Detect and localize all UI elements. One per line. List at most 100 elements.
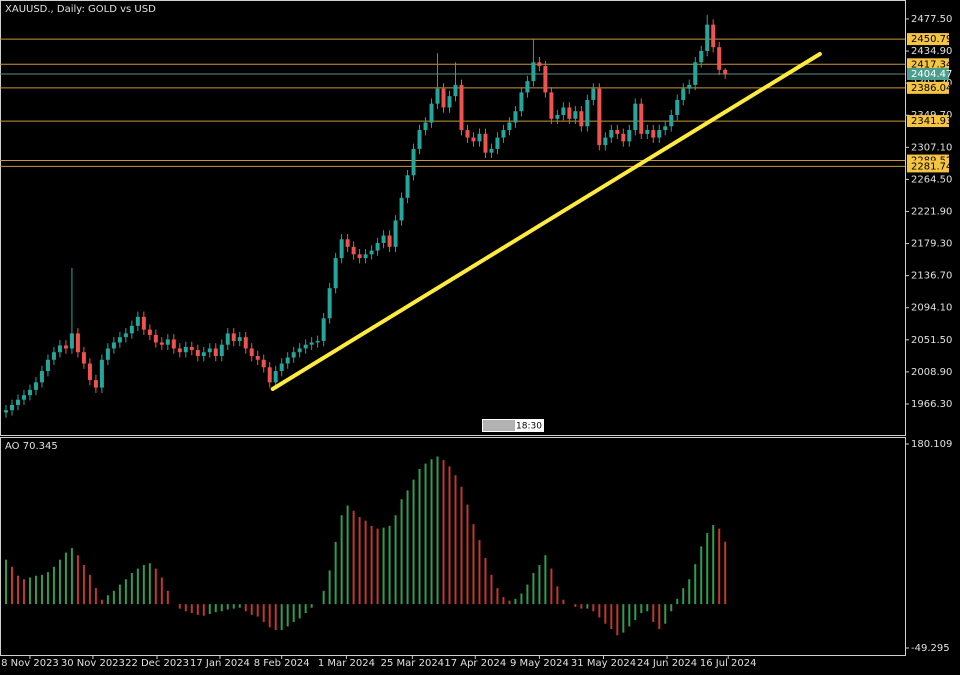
candle-body [291, 352, 296, 358]
candle-body [9, 404, 14, 411]
candle-body [627, 130, 632, 142]
candle-body [195, 349, 200, 356]
level-label-bg [907, 160, 949, 173]
candle-body [81, 352, 86, 364]
candle-body [417, 130, 422, 149]
candle-body [669, 115, 674, 127]
candle-body [471, 137, 476, 142]
candle-body [525, 81, 530, 93]
candle-body [603, 137, 608, 146]
candle-body [165, 339, 170, 345]
candle-body [279, 363, 284, 372]
y-tick-label: 2136.70 [911, 271, 952, 282]
candle-body [507, 122, 512, 131]
candle-body [33, 382, 38, 390]
candle-body [645, 130, 650, 134]
candle-body [51, 352, 56, 360]
y-tick-label: 2434.90 [911, 46, 952, 57]
x-tick-label: 8 Nov 2023 [1, 658, 59, 669]
candle-body [519, 92, 524, 112]
candle-body [267, 367, 272, 383]
price-label: 2404.47 [911, 69, 952, 80]
candle-body [621, 133, 626, 142]
candle-body [273, 371, 278, 383]
x-tick-label: 16 Jul 2024 [700, 658, 757, 669]
candle-body [345, 239, 350, 247]
candle-body [261, 359, 266, 368]
candle-body [189, 346, 194, 350]
candle-body [99, 359, 104, 388]
candle-body [615, 130, 620, 134]
level-label: 2341.93 [911, 116, 952, 127]
y-tick-label: 2307.10 [911, 142, 952, 153]
x-tick-label: 25 Mar 2024 [381, 658, 444, 669]
candle-body [363, 254, 368, 259]
candle-body [675, 99, 680, 116]
candle-body [561, 107, 566, 116]
candle-body [717, 47, 722, 70]
candle-body [3, 410, 8, 413]
y-tick-label: 2221.90 [911, 206, 952, 217]
ao-name: AO [5, 441, 20, 452]
candle-body [369, 250, 374, 255]
candle-body [447, 96, 452, 108]
candle-body [147, 329, 152, 335]
candle-body [705, 24, 710, 51]
y-tick-label: 2008.90 [911, 367, 952, 378]
y-tick-label: 2264.50 [911, 174, 952, 185]
candle-body [171, 339, 176, 349]
candle-body [243, 337, 248, 349]
candle-body [315, 340, 320, 343]
candle-body [375, 243, 380, 251]
candle-body [723, 69, 728, 74]
timer-label: 18:30 [516, 422, 542, 432]
candle-body [201, 352, 206, 356]
y-tick-label: 2179.30 [911, 239, 952, 250]
trendline [270, 51, 822, 391]
y-tick-label: 2477.50 [911, 14, 952, 25]
candle-body [537, 62, 542, 67]
price-label-bg [907, 67, 949, 80]
level-label-bg [907, 58, 949, 71]
candle-body [531, 62, 536, 82]
candle-body [93, 380, 98, 388]
candle-body [555, 115, 560, 119]
level-label: 2417.34 [911, 59, 952, 70]
candle-body [423, 122, 428, 131]
candle-body [123, 333, 128, 338]
candle-body [75, 333, 80, 353]
candle-body [687, 84, 692, 89]
x-tick-label: 17 Apr 2024 [444, 658, 506, 669]
candle-body [111, 342, 116, 349]
candle-body [543, 66, 548, 93]
candle-body [597, 88, 602, 146]
candle-body [549, 92, 554, 119]
ao-border [0, 437, 906, 656]
ao-title: AO 70.345 [5, 441, 58, 452]
candle-body [393, 220, 398, 247]
level-label-bg [907, 115, 949, 128]
candle-body [639, 103, 644, 134]
candle-body [429, 103, 434, 123]
candle-body [513, 111, 518, 123]
candle-body [681, 88, 686, 100]
x-tick-label: 9 May 2024 [510, 658, 569, 669]
candle-body [495, 137, 500, 149]
x-tick-label: 1 Mar 2024 [318, 658, 375, 669]
x-tick-label: 22 Dec 2023 [125, 658, 189, 669]
candle-body [117, 337, 122, 343]
x-tick-label: 31 May 2024 [571, 658, 636, 669]
candle-body [57, 345, 62, 353]
candle-body [303, 344, 308, 349]
candle-body [87, 363, 92, 381]
level-label: 2281.74 [911, 161, 952, 172]
candle-body [405, 175, 410, 198]
candle-body [381, 235, 386, 244]
candle-body [459, 84, 464, 131]
level-label-bg [907, 33, 949, 46]
y-tick-label: 1966.30 [911, 399, 952, 410]
chart-title: XAUUSD., Daily: GOLD vs USD [5, 4, 156, 15]
candle-body [129, 325, 134, 334]
candle-body [579, 111, 584, 127]
